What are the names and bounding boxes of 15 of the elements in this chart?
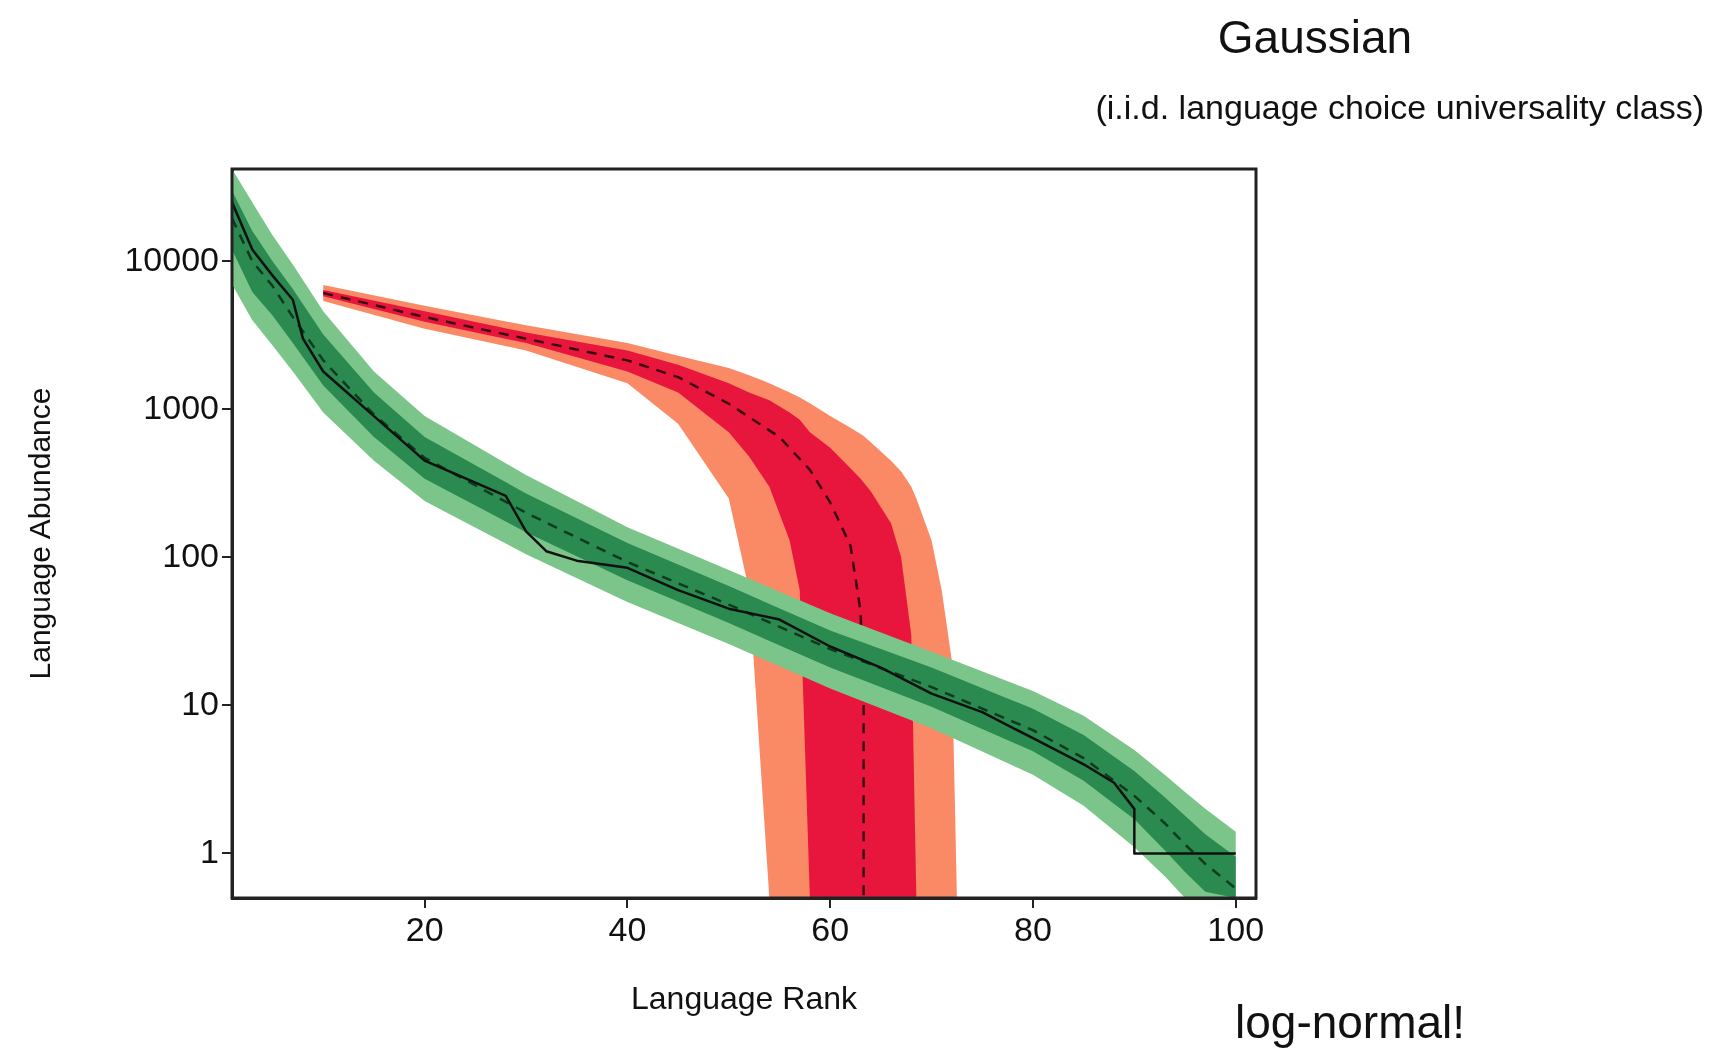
- y-tick-label: 1000: [143, 387, 219, 426]
- y-tick-label: 10: [181, 683, 219, 722]
- x-tick-label: 40: [608, 909, 647, 948]
- y-axis-title: Language Abundance: [23, 387, 57, 680]
- x-axis-title: Language Rank: [631, 979, 858, 1016]
- text: log-normal!: [1235, 995, 1466, 1049]
- chart-title: Gaussian: [1216, 10, 1414, 64]
- text: (i.i.d. language choice universality class): [1095, 88, 1704, 127]
- x-tick-label: 20: [405, 909, 444, 948]
- x-tick-label: 60: [811, 909, 850, 948]
- y-tick-label: 10000: [124, 239, 219, 278]
- x-tick-label: 80: [1014, 909, 1052, 948]
- y-tick-label: 100: [162, 535, 219, 574]
- y-tick-label: 1: [200, 831, 219, 870]
- x-tick-label: 100: [1207, 909, 1265, 948]
